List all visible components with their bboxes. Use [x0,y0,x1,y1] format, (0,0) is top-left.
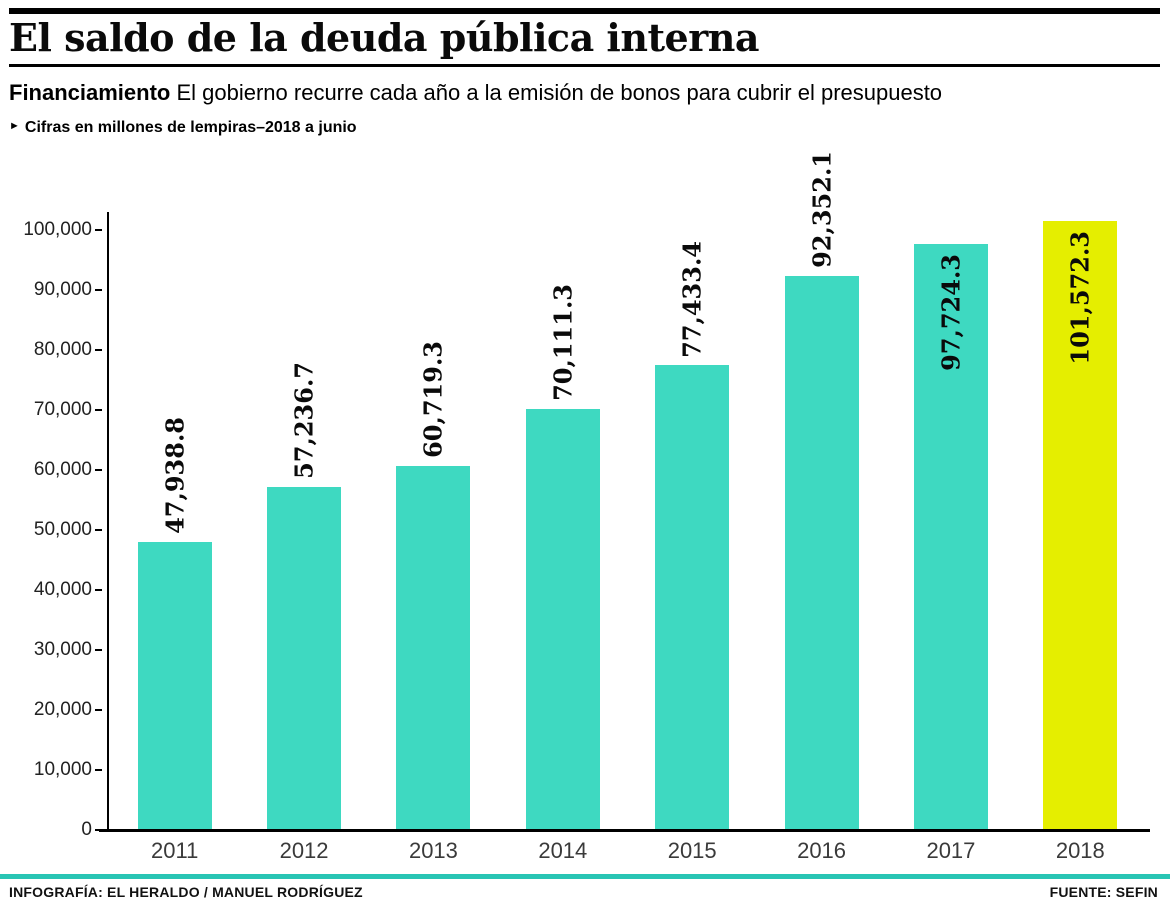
bar-2015 [655,365,730,830]
bar-slot-2014: 70,111.3 [498,230,627,830]
y-tick-mark [95,769,102,771]
y-tick-label: 40,000 [33,579,92,600]
plot-area: 47,938.8 57,236.7 60,719.3 70,111.3 77,433.4… [110,151,1145,830]
units-note-text: Cifras en millones de lempiras–2018 a ju… [24,119,357,136]
title-rule [9,64,1160,67]
bar-2013 [396,465,471,830]
bar-value-label: 92,352.1 [807,150,837,268]
bar-slot-2017: 97,724.3 [886,230,1015,830]
x-axis: 2011 2012 2013 2014 2015 2016 2017 2018 [110,838,1145,864]
top-rule [9,8,1160,14]
bar-2011 [137,542,212,830]
bar-value-label: 97,724.3 [936,253,966,371]
x-tick-label-2016: 2016 [797,838,847,863]
y-tick-label: 0 [81,819,92,840]
y-tick-mark [95,709,102,711]
y-tick-label: 20,000 [33,699,92,720]
bar-value-label: 57,236.7 [289,361,319,479]
bar-2012 [267,486,342,830]
y-tick-label: 30,000 [33,639,92,660]
bar-value-label: 101,572.3 [1065,230,1095,365]
bar-value-label: 70,111.3 [548,284,578,402]
y-tick-mark [95,469,102,471]
y-tick-mark [95,829,102,831]
y-tick-label: 80,000 [33,339,92,360]
kicker-lead: Financiamiento [9,80,171,105]
x-tick-label-2011: 2011 [151,838,199,863]
bar-2016 [784,275,859,830]
x-tick-label-2013: 2013 [408,838,458,863]
y-tick-label: 50,000 [33,519,92,540]
kicker: Financiamiento El gobierno recurre cada … [9,80,942,106]
x-tick-label-2018: 2018 [1055,838,1105,863]
bar-slot-2018: 101,572.3 [1016,220,1145,830]
bar-2014 [525,409,600,830]
bar-2018 [1043,220,1118,830]
bar-value-label: 60,719.3 [418,340,448,458]
x-axis-line [99,829,1150,832]
y-tick-label: 10,000 [33,759,92,780]
units-note: ► Cifras en millones de lempiras–2018 a j… [9,119,357,137]
footer-credit: INFOGRAFÍA: EL HERALDO / MANUEL RODRÍGUE… [9,884,363,900]
y-tick-label: 100,000 [23,219,92,240]
y-tick-label: 60,000 [33,459,92,480]
bar-slot-2013: 60,719.3 [369,230,498,830]
bar-value-label: 77,433.4 [677,240,707,358]
y-tick-mark [95,349,102,351]
bar-2017 [913,243,988,830]
y-tick-mark [95,589,102,591]
bar-slot-2011: 47,938.8 [110,230,239,830]
bar-value-label: 47,938.8 [160,417,190,535]
y-tick-label: 70,000 [33,399,92,420]
footer-source: FUENTE: SEFIN [1049,884,1158,900]
y-axis-line [107,212,109,830]
y-tick-mark [95,229,102,231]
bar-slot-2015: 77,433.4 [628,230,757,830]
bar-slot-2016: 92,352.1 [757,151,886,830]
arrow-icon: ► [9,120,20,132]
y-axis: 0 10,000 20,000 30,000 40,000 50,000 60,000 70,… [0,219,102,840]
y-tick-mark [95,289,102,291]
y-tick-label: 90,000 [33,279,92,300]
kicker-text: El gobierno recurre cada año a la emisió… [170,80,943,105]
page-title: El saldo de la deuda pública interna [9,15,759,60]
bar-slot-2012: 57,236.7 [239,230,368,830]
y-tick-mark [95,529,102,531]
y-tick-mark [95,409,102,411]
x-tick-label-2014: 2014 [538,838,588,863]
x-tick-label-2015: 2015 [667,838,717,863]
x-tick-label-2012: 2012 [279,838,329,863]
footer-rule [0,874,1170,879]
y-tick-mark [95,649,102,651]
x-tick-label-2017: 2017 [926,838,976,863]
